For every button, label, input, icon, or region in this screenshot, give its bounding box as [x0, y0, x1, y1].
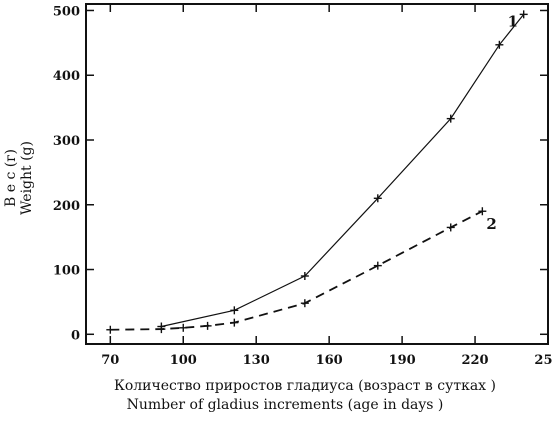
series-1-point [230, 306, 239, 315]
series-layer [106, 10, 528, 334]
x-tick-label-190: 190 [389, 353, 416, 368]
x-tick-label-100: 100 [170, 353, 197, 368]
series-2-point [157, 325, 166, 334]
series-2-point [446, 223, 455, 232]
series-2-point [300, 299, 309, 308]
y-axis-title-ru: В е с (г) [3, 149, 19, 207]
labels: 12 [486, 12, 518, 233]
series-2-point [179, 323, 188, 332]
y-tick-label-300: 300 [53, 134, 80, 149]
x-axis-title-en: Number of gladius increments (age in day… [127, 397, 444, 413]
series-2-point [373, 261, 382, 270]
plot-frame [85, 3, 549, 345]
y-tick-label-0: 0 [71, 328, 80, 343]
series-1-line [161, 13, 525, 328]
series-2-point [203, 321, 212, 330]
x-axis-title-ru: Количество приростов гладиуса (возраст в… [114, 378, 496, 394]
series-1-label: 1 [508, 12, 518, 30]
x-tick-label-70: 70 [101, 353, 119, 368]
series-2-point [230, 318, 239, 327]
series-1-point [446, 114, 455, 123]
x-tick-label-250: 250 [534, 353, 553, 368]
x-tick-label-220: 220 [461, 353, 488, 368]
series-2-label: 2 [486, 215, 496, 233]
x-tick-label-130: 130 [243, 353, 270, 368]
series-2-line [110, 210, 483, 331]
y-tick-label-500: 500 [53, 4, 80, 19]
y-axis-title-en: Weight (g) [19, 141, 35, 215]
series-2-point [106, 325, 115, 334]
y-tick-label-100: 100 [53, 264, 80, 279]
series-1-point [519, 10, 528, 19]
series-1-point [495, 40, 504, 49]
ticks: 70 100 130 160 190 220 250 0 100 200 300 400 500 [53, 4, 553, 368]
y-tick-label-400: 400 [53, 69, 80, 84]
series-1-point [300, 272, 309, 280]
y-tick-label-200: 200 [53, 199, 80, 214]
series-1-point [373, 194, 382, 203]
series-2-point [478, 207, 487, 216]
x-tick-label-160: 160 [316, 353, 343, 368]
